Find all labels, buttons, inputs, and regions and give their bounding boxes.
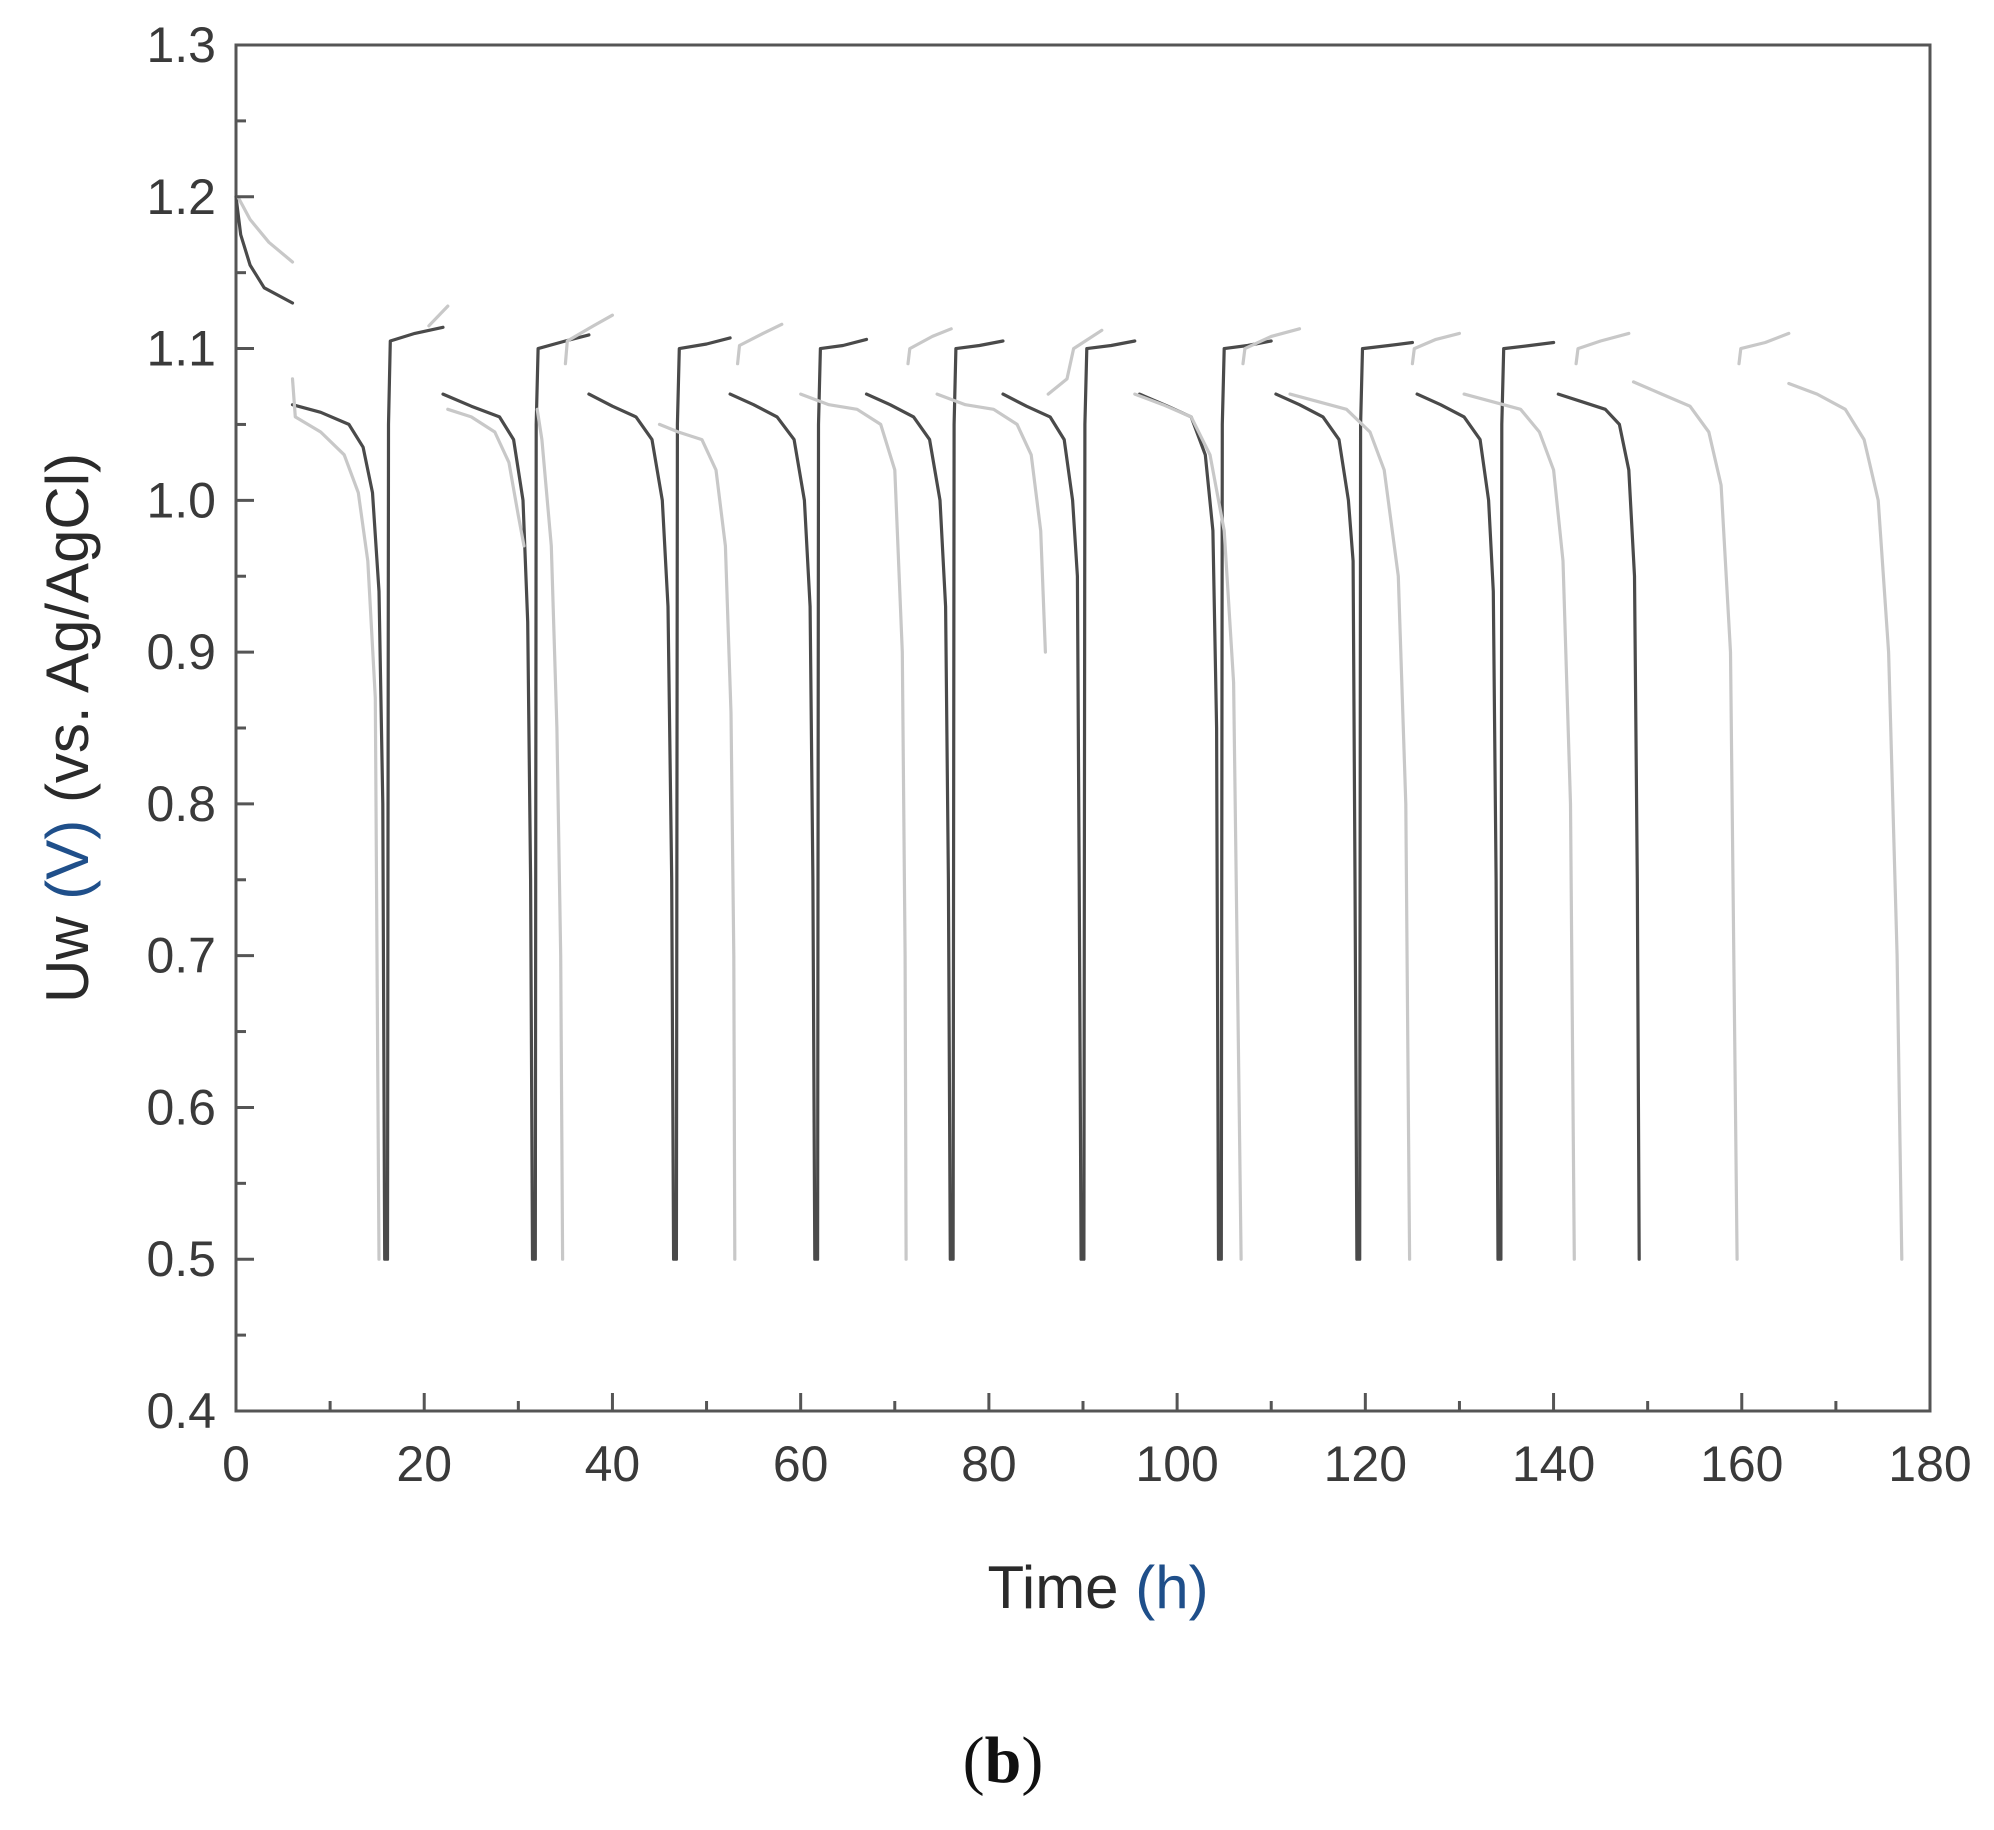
series-1-segment-2	[290, 325, 445, 1261]
series-2-segment-7	[657, 422, 737, 1261]
y-tick-label: 0.6	[146, 1079, 216, 1135]
series-2-segment-12	[1046, 328, 1104, 396]
series-2-segment-3	[427, 304, 450, 328]
series-1-segment-10	[1415, 340, 1556, 1261]
series-2-segment-17	[1462, 392, 1576, 1261]
y-tick-label: 0.7	[146, 928, 216, 984]
x-axis-title-text: Time	[987, 1554, 1135, 1621]
series-2-segment-20	[1737, 331, 1791, 366]
series-1-segment-1	[234, 195, 295, 305]
series-1-segment-9	[1274, 340, 1414, 1261]
x-tick-label: 40	[585, 1436, 641, 1492]
x-tick-label: 180	[1888, 1436, 1971, 1492]
x-tick-label: 20	[396, 1436, 452, 1492]
series-2-segment-13	[1133, 392, 1243, 1261]
series-2-segment-15	[1288, 392, 1412, 1261]
panel-label-letter: b	[985, 1724, 1022, 1797]
y-axis-title-prefix: Uw	[34, 900, 101, 1003]
y-tick-label: 0.8	[146, 776, 216, 832]
y-tick-label: 1.2	[146, 169, 216, 225]
series-2-segment-19	[1631, 380, 1739, 1261]
x-axis-title-unit: (h)	[1135, 1554, 1208, 1621]
series-2-segment-18	[1574, 331, 1631, 366]
x-tick-label: 60	[773, 1436, 829, 1492]
x-tick-label: 120	[1324, 1436, 1407, 1492]
x-tick-label: 140	[1512, 1436, 1595, 1492]
series-1-segment-6	[864, 339, 1005, 1261]
series-layer	[234, 195, 1904, 1261]
x-tick-label: 0	[222, 1436, 250, 1492]
x-tick-label: 80	[961, 1436, 1017, 1492]
series-2-segment-1	[236, 195, 295, 264]
series-2-segment-8	[736, 322, 784, 366]
panel-label-close: )	[1021, 1724, 1043, 1797]
series-2-segment-2	[290, 377, 381, 1261]
panel-label-open: (	[963, 1724, 985, 1797]
series-2-segment-4	[446, 407, 526, 548]
series-2-segment-16	[1410, 331, 1461, 366]
y-tick-label: 1.0	[146, 472, 216, 528]
x-tick-label: 160	[1700, 1436, 1783, 1492]
series-2-segment-5	[535, 407, 565, 1261]
series-1-segment-11	[1556, 392, 1641, 1261]
y-axis-title: Uw (V) (vs. Ag/AgCl)	[34, 453, 101, 1003]
y-tick-label: 0.5	[146, 1231, 216, 1287]
series-1-segment-3	[441, 333, 591, 1261]
series-1-segment-4	[587, 336, 732, 1261]
x-axis-title: Time (h)	[987, 1554, 1208, 1621]
y-axis-title-unit: (V)	[34, 820, 101, 900]
series-2-segment-11	[935, 392, 1047, 654]
y-axis: 0.4 0.5 0.6 0.7 0.8 0.9 1.0 1.1 1.2 1.3	[146, 17, 254, 1439]
y-tick-label: 0.9	[146, 624, 216, 680]
series-2-segment-21	[1787, 381, 1904, 1261]
series-2-segment-9	[799, 392, 908, 1261]
x-tick-label: 100	[1135, 1436, 1218, 1492]
series-1-segment-7	[1001, 339, 1137, 1261]
y-tick-label: 1.3	[146, 17, 216, 73]
y-tick-label: 1.1	[146, 321, 216, 377]
y-axis-title-suffix: (vs. Ag/AgCl)	[34, 453, 101, 820]
panel-label: (b)	[963, 1724, 1044, 1797]
series-2-segment-6	[563, 313, 614, 366]
series-2-segment-10	[906, 327, 953, 366]
x-axis: 0 20 40 60 80 100 120 140 160 180	[222, 1393, 1972, 1492]
series-1-segment-8	[1137, 339, 1273, 1261]
series-1-segment-5	[728, 337, 869, 1261]
y-tick-label: 0.4	[146, 1383, 216, 1439]
series-2-segment-14	[1241, 327, 1302, 366]
